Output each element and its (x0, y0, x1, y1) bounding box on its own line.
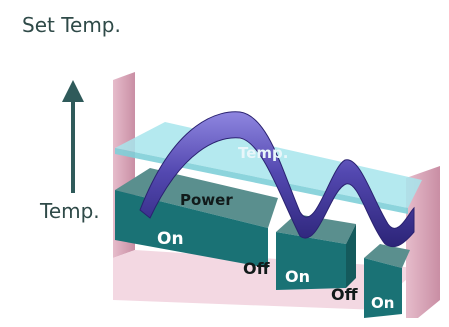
curve-label: Temp. (238, 144, 288, 162)
up-arrow-icon (62, 80, 84, 193)
temperature-curve (139, 111, 415, 248)
right-wall (406, 166, 440, 318)
on-label-2: On (285, 267, 310, 286)
on-label-3: On (371, 294, 394, 312)
on-block-3 (364, 244, 410, 318)
off-label-1: Off (243, 259, 271, 278)
off-label-2: Off (331, 285, 359, 304)
set-temp-label: Set Temp. (22, 13, 121, 37)
temp-axis-label: Temp. (40, 199, 100, 223)
power-label: Power (180, 191, 233, 209)
on-label-1: On (157, 229, 184, 249)
